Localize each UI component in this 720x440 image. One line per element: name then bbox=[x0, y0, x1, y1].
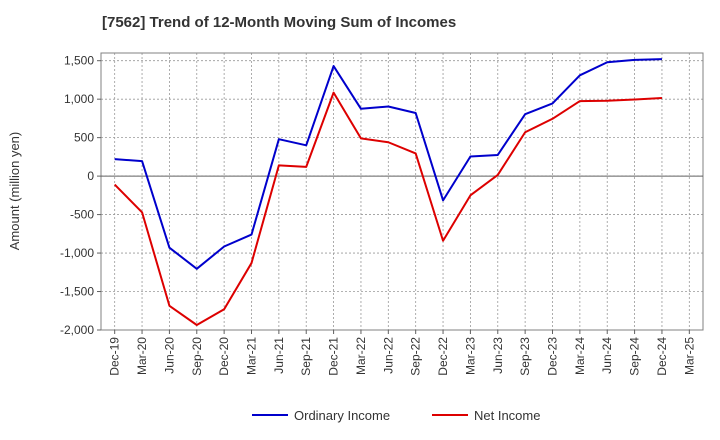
series-layer bbox=[113, 58, 663, 326]
y-tick-label: -500 bbox=[70, 208, 94, 222]
x-tick-label: Jun-20 bbox=[162, 337, 176, 374]
y-tick-label: -1,000 bbox=[60, 246, 94, 260]
series-line-ordinary-income bbox=[114, 58, 662, 270]
x-tick-label: Sep-21 bbox=[299, 337, 313, 376]
chart-title: [7562] Trend of 12-Month Moving Sum of I… bbox=[102, 14, 457, 31]
x-tick-label: Dec-20 bbox=[217, 337, 231, 376]
x-tick-label: Dec-23 bbox=[546, 337, 560, 376]
x-tick-label: Sep-23 bbox=[518, 337, 532, 376]
x-axis: Dec-19 Mar-20 Jun-20 Sep-20 Dec-20 Mar-21 Jun-… bbox=[108, 330, 696, 376]
y-tick-label: -1,500 bbox=[60, 285, 94, 299]
x-tick-label: Jun-22 bbox=[381, 337, 395, 374]
x-tick-label: Dec-19 bbox=[108, 337, 122, 376]
x-tick-label: Jun-24 bbox=[600, 337, 614, 374]
plot-frame bbox=[100, 52, 704, 331]
x-tick-label: Jun-21 bbox=[272, 337, 286, 374]
x-tick-label: Jun-23 bbox=[491, 337, 505, 374]
y-tick-label: 1,500 bbox=[64, 54, 94, 68]
y-tick-label: 0 bbox=[87, 169, 94, 183]
series-line-net-income bbox=[113, 91, 663, 326]
grid bbox=[101, 53, 703, 330]
x-tick-label: Dec-24 bbox=[655, 337, 669, 376]
x-tick-label: Sep-22 bbox=[409, 337, 423, 376]
legend: Ordinary Income Net Income bbox=[252, 408, 540, 423]
x-tick-label: Dec-22 bbox=[436, 337, 450, 376]
x-tick-label: Mar-22 bbox=[354, 337, 368, 375]
y-tick-label: -2,000 bbox=[60, 323, 94, 337]
y-axis: 1,500 1,000 500 0 -500 -1,000 -1,500 -2,000 bbox=[60, 54, 101, 337]
x-tick-label: Mar-24 bbox=[573, 337, 587, 375]
x-tick-label: Mar-21 bbox=[245, 337, 259, 375]
y-axis-title: Amount (million yen) bbox=[7, 132, 22, 251]
x-tick-label: Mar-25 bbox=[682, 337, 696, 375]
x-tick-label: Sep-24 bbox=[628, 337, 642, 376]
x-tick-label: Dec-21 bbox=[327, 337, 341, 376]
x-tick-label: Mar-23 bbox=[463, 337, 477, 375]
x-tick-label: Sep-20 bbox=[190, 337, 204, 376]
y-tick-label: 1,000 bbox=[64, 92, 94, 106]
x-tick-label: Mar-20 bbox=[135, 337, 149, 375]
legend-label: Net Income bbox=[474, 408, 540, 423]
legend-label: Ordinary Income bbox=[294, 408, 390, 423]
y-tick-label: 500 bbox=[74, 131, 94, 145]
